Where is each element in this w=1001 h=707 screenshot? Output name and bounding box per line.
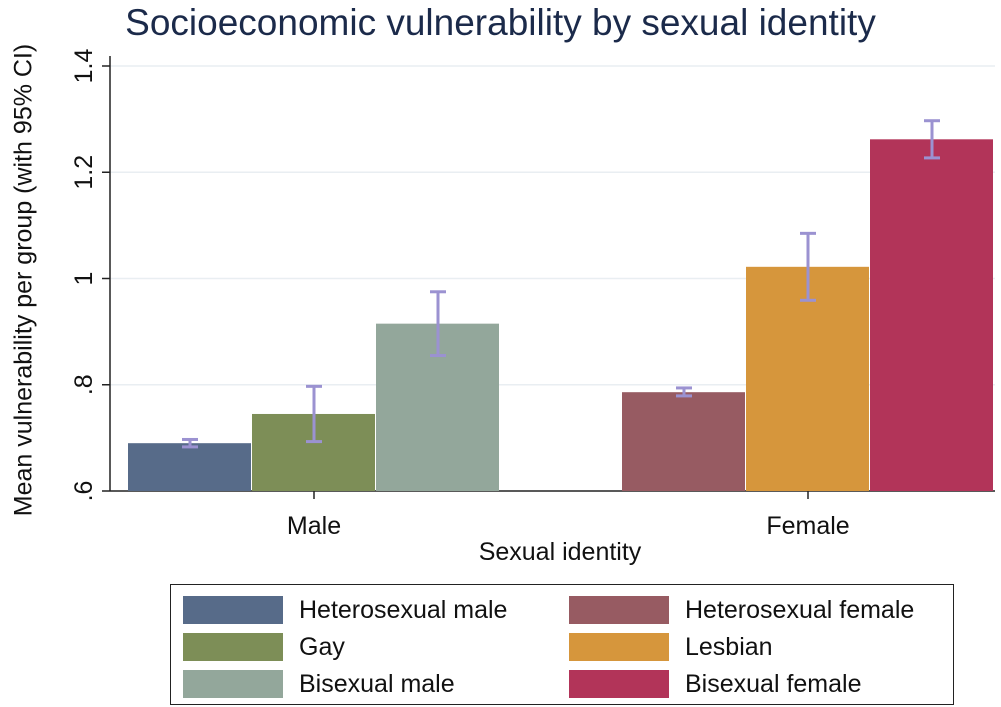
legend-item: Heterosexual male — [183, 595, 507, 625]
legend-item: Bisexual female — [569, 669, 861, 699]
legend: Heterosexual male Gay Bisexual male Hete… — [170, 584, 954, 705]
legend-label: Lesbian — [685, 632, 773, 661]
legend-label: Heterosexual male — [299, 595, 508, 624]
bar — [622, 392, 745, 491]
legend-item: Bisexual male — [183, 669, 455, 699]
chart-title: Socioeconomic vulnerability by sexual id… — [125, 2, 876, 43]
x-tick-label: Female — [766, 512, 849, 540]
legend-label: Gay — [299, 632, 345, 661]
bar — [870, 139, 993, 491]
legend-item: Lesbian — [569, 632, 773, 662]
legend-swatch — [569, 596, 669, 624]
legend-swatch — [569, 633, 669, 661]
legend-label: Bisexual male — [299, 669, 455, 698]
legend-label: Bisexual female — [685, 669, 862, 698]
y-tick-label: 1.2 — [70, 155, 98, 190]
x-tick-label: Male — [287, 512, 341, 540]
legend-item: Heterosexual female — [569, 595, 914, 625]
y-tick-label: .6 — [70, 481, 98, 502]
chart-plot: .6 .8 1 1.2 1.4 Male Female — [70, 49, 995, 540]
legend-item: Gay — [183, 632, 345, 662]
bar — [128, 443, 251, 491]
y-tick-label: 1.4 — [70, 49, 98, 84]
legend-label: Heterosexual female — [685, 595, 915, 624]
bar — [746, 266, 869, 491]
legend-swatch — [183, 596, 283, 624]
legend-swatch — [569, 670, 669, 698]
y-tick-label: .8 — [70, 374, 98, 395]
x-axis-label: Sexual identity — [478, 538, 642, 566]
legend-swatch — [183, 670, 283, 698]
legend-swatch — [183, 633, 283, 661]
y-tick-label: 1 — [70, 272, 98, 286]
